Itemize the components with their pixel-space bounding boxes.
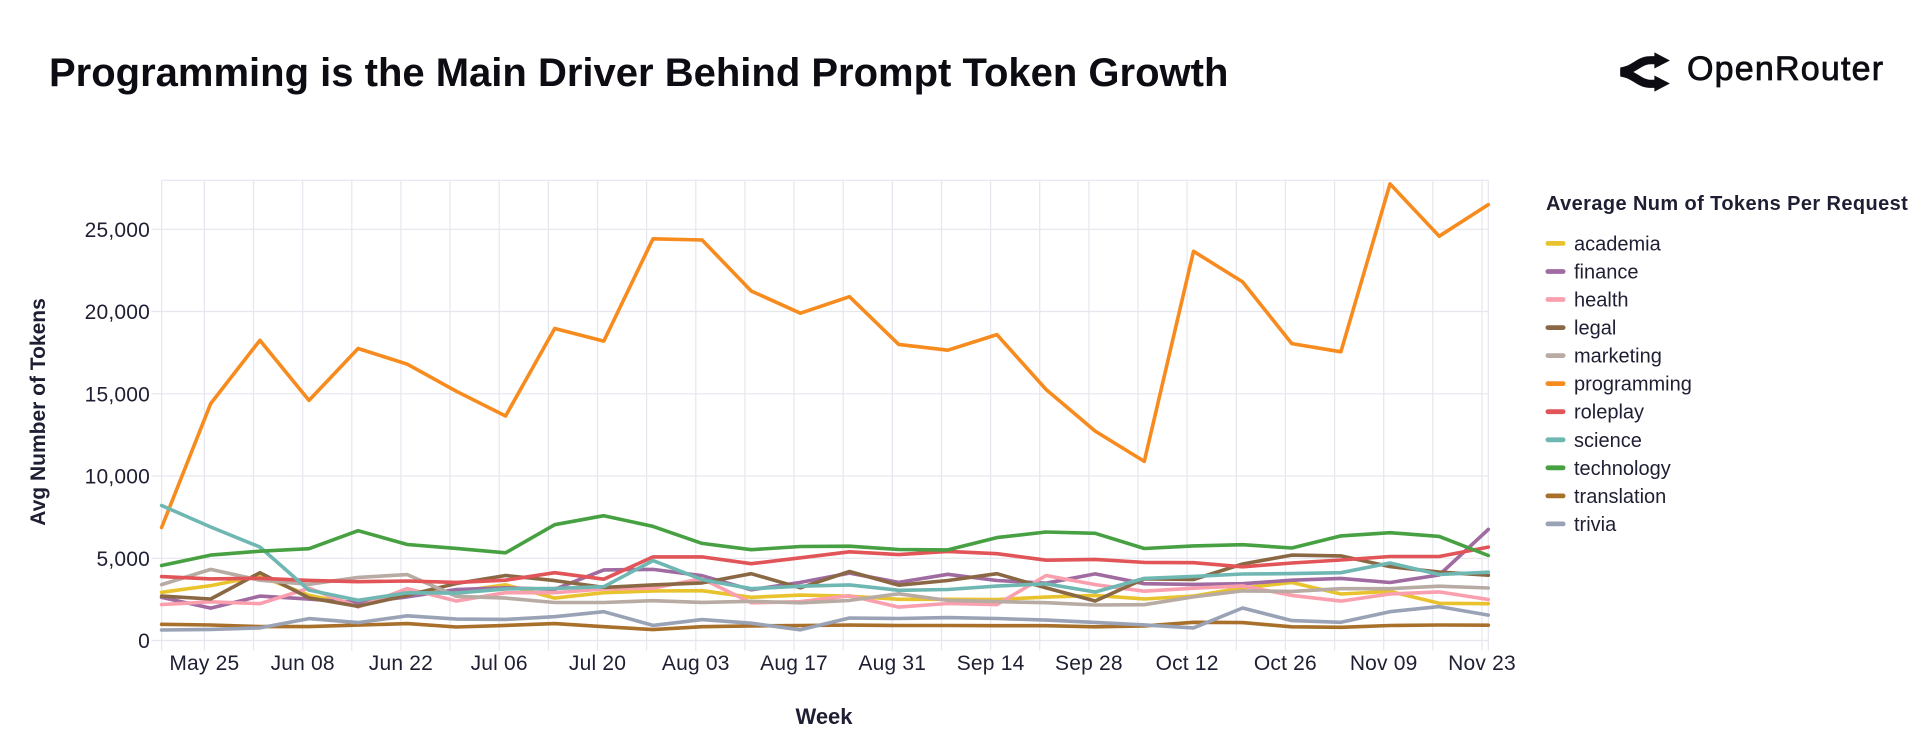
- svg-text:Nov 09: Nov 09: [1350, 652, 1418, 675]
- svg-text:Jul 20: Jul 20: [569, 652, 626, 675]
- svg-text:Sep 14: Sep 14: [957, 652, 1025, 675]
- svg-text:15,000: 15,000: [85, 383, 150, 406]
- svg-text:roleplay: roleplay: [1574, 402, 1644, 424]
- svg-text:5,000: 5,000: [96, 548, 150, 571]
- svg-text:0: 0: [138, 630, 150, 653]
- svg-text:10,000: 10,000: [85, 466, 150, 489]
- svg-text:finance: finance: [1574, 261, 1639, 283]
- svg-text:Week: Week: [795, 704, 853, 729]
- svg-text:Aug 17: Aug 17: [760, 652, 828, 675]
- svg-text:science: science: [1574, 430, 1642, 452]
- svg-text:Avg Number of Tokens: Avg Number of Tokens: [27, 298, 50, 526]
- svg-text:Nov 23: Nov 23: [1448, 652, 1516, 675]
- svg-text:trivia: trivia: [1574, 514, 1617, 536]
- svg-text:programming: programming: [1574, 374, 1692, 396]
- svg-text:Jun 22: Jun 22: [369, 652, 433, 675]
- svg-text:25,000: 25,000: [85, 219, 150, 242]
- svg-text:translation: translation: [1574, 486, 1666, 508]
- svg-text:academia: academia: [1574, 233, 1662, 255]
- svg-text:technology: technology: [1574, 458, 1671, 480]
- svg-text:Jul 06: Jul 06: [471, 652, 528, 675]
- svg-text:Sep 28: Sep 28: [1055, 652, 1123, 675]
- svg-text:May 25: May 25: [169, 652, 239, 675]
- svg-text:Oct 12: Oct 12: [1156, 652, 1219, 675]
- svg-text:marketing: marketing: [1574, 346, 1662, 368]
- svg-text:legal: legal: [1574, 318, 1616, 340]
- svg-text:Oct 26: Oct 26: [1254, 652, 1317, 675]
- svg-text:Average Num of Tokens Per Requ: Average Num of Tokens Per Request: [1546, 193, 1908, 215]
- svg-text:20,000: 20,000: [85, 301, 150, 324]
- svg-text:health: health: [1574, 290, 1629, 312]
- svg-text:Jun 08: Jun 08: [271, 652, 335, 675]
- svg-text:Aug 03: Aug 03: [662, 652, 730, 675]
- svg-text:Aug 31: Aug 31: [858, 652, 926, 675]
